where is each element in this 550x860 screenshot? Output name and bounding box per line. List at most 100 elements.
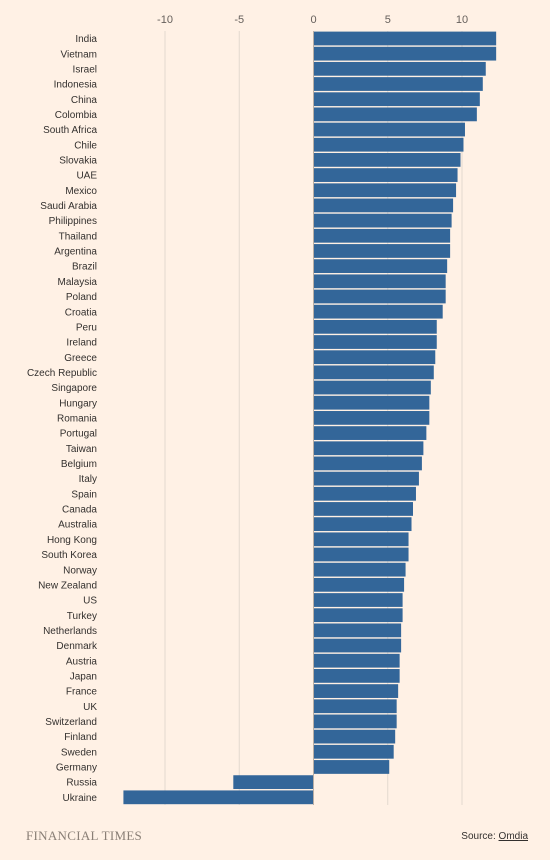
source-prefix: Source: [461, 831, 499, 842]
category-label: France [66, 687, 98, 698]
category-label: Philippines [49, 216, 97, 227]
bar-croatia [313, 304, 443, 319]
category-label: Czech Republic [27, 368, 97, 379]
bar-uk [313, 699, 397, 714]
category-label: Germany [56, 763, 97, 774]
category-label: Austria [66, 656, 98, 667]
category-label: China [71, 95, 98, 106]
category-label: Colombia [55, 110, 98, 121]
category-label: Vietnam [60, 49, 97, 60]
bar-netherlands [313, 623, 402, 638]
bar-australia [313, 517, 412, 532]
ft-logo: FINANCIAL TIMES [26, 828, 143, 843]
category-label: UK [83, 702, 97, 713]
bar-greece [313, 350, 436, 365]
bar-taiwan [313, 441, 424, 456]
source-note: Source: Omdia [461, 831, 528, 842]
category-label: South Africa [43, 125, 97, 136]
bar-india [313, 31, 497, 46]
category-label: Finland [64, 732, 97, 743]
category-label: Belgium [61, 459, 97, 470]
category-label: Turkey [67, 611, 97, 622]
category-label: Sweden [61, 747, 97, 758]
bar-new-zealand [313, 577, 405, 592]
bar-denmark [313, 638, 402, 653]
source-link[interactable]: Omdia [498, 831, 528, 842]
bar-hong-kong [313, 532, 409, 547]
bar-singapore [313, 380, 431, 395]
bar-brazil [313, 259, 448, 274]
bar-italy [313, 471, 419, 486]
bar-china [313, 92, 480, 107]
bar-czech-republic [313, 365, 434, 380]
category-label: Russia [66, 778, 97, 789]
category-label: UAE [76, 171, 97, 182]
category-label: Portugal [60, 429, 97, 440]
bar-norway [313, 562, 406, 577]
bar-turkey [313, 608, 403, 623]
bar-us [313, 593, 403, 607]
bar-saudi-arabia [313, 198, 454, 213]
category-label: Spain [71, 489, 97, 500]
bar-malaysia [313, 274, 446, 289]
category-label: Brazil [72, 262, 97, 273]
bar-japan [313, 669, 400, 683]
category-label: Malaysia [58, 277, 98, 288]
bar-romania [313, 411, 430, 425]
category-label: Argentina [54, 247, 97, 258]
category-label: Mexico [65, 186, 97, 197]
bar-austria [313, 653, 400, 668]
bar-colombia [313, 107, 477, 122]
bar-spain [313, 486, 416, 501]
category-label: Croatia [65, 307, 98, 318]
bar-poland [313, 289, 446, 304]
x-tick-label: -5 [234, 14, 244, 26]
x-tick-label: -10 [157, 14, 173, 26]
bar-israel [313, 61, 486, 76]
bar-thailand [313, 228, 451, 243]
bar-slovakia [313, 153, 461, 167]
bar-chart: -10 -5 0 5 10 India Vietnam Israel Indonesia Chi… [27, 14, 497, 805]
bars [123, 31, 497, 805]
category-label: Ukraine [63, 793, 98, 804]
category-label: Switzerland [45, 717, 97, 728]
category-label: Japan [70, 672, 97, 683]
bar-peru [313, 319, 437, 334]
bar-vietnam [313, 46, 497, 61]
category-label: Netherlands [43, 626, 97, 637]
category-label: Indonesia [54, 80, 98, 91]
category-label: New Zealand [38, 580, 97, 591]
category-label: Denmark [56, 641, 98, 652]
category-label: Slovakia [59, 156, 97, 167]
bar-indonesia [313, 77, 483, 91]
bar-belgium [313, 456, 422, 471]
bar-hungary [313, 395, 430, 410]
category-label: Romania [57, 414, 97, 425]
category-label: Ireland [66, 338, 97, 349]
bar-south-korea [313, 547, 409, 562]
category-label: Saudi Arabia [40, 201, 97, 212]
category-label: Hungary [59, 398, 97, 409]
x-tick-label: 0 [310, 14, 316, 26]
category-label: Italy [79, 474, 97, 485]
category-label: Canada [62, 505, 97, 516]
bar-ireland [313, 335, 437, 349]
bar-mexico [313, 183, 457, 198]
category-label: Greece [64, 353, 97, 364]
category-label: Peru [76, 322, 97, 333]
category-label: Norway [63, 565, 97, 576]
category-label: Israel [73, 64, 97, 75]
bar-portugal [313, 426, 427, 440]
x-tick-label: 10 [456, 14, 468, 26]
category-label: India [75, 34, 97, 45]
bar-philippines [313, 213, 452, 228]
x-tick-label: 5 [385, 14, 391, 26]
bar-south-africa [313, 122, 465, 137]
bar-germany [313, 760, 390, 774]
bar-russia [233, 775, 314, 790]
category-label: Chile [74, 140, 97, 151]
bar-ukraine [123, 790, 314, 805]
bar-france [313, 684, 399, 698]
bar-chile [313, 137, 464, 152]
category-label: US [83, 596, 97, 607]
